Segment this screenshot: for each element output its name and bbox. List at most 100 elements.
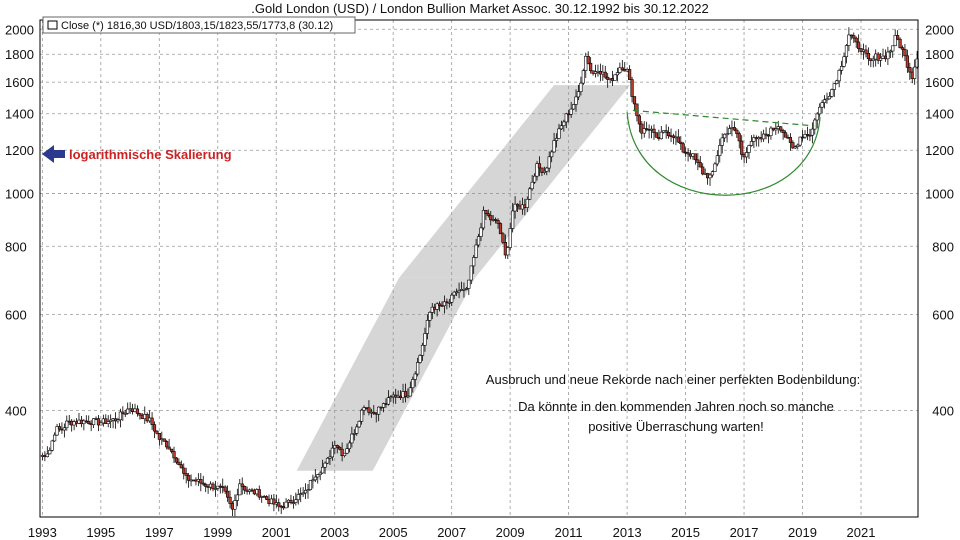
candle-body [328,456,332,459]
candle-body [437,303,442,306]
candlestick-series [40,27,919,517]
candle [481,206,486,231]
candle [211,481,215,492]
candle-body [813,119,817,130]
candle [803,130,807,139]
candle [905,49,909,73]
candle-body [891,45,895,52]
candle-body [462,289,466,291]
candle-body [311,479,315,482]
candle-body [284,501,288,509]
candle-body [360,409,364,422]
candle-body [847,34,851,46]
candle-body [442,301,447,307]
candle-body [913,66,917,79]
candle-body [469,265,473,281]
candle-body [301,492,305,495]
candle [172,446,176,464]
candle-body [525,198,529,208]
candle-body [713,163,717,172]
candle [659,125,663,140]
candle-body [109,419,113,422]
legend: Close (*) 1816,30 USD/1803,15/1823,55/17… [42,16,356,34]
candle [464,286,468,291]
candle-body [423,333,427,346]
candle [710,170,715,178]
legend-label: Close (*) 1816,30 USD/1803,15/1823,55/17… [61,20,333,32]
candle-body [430,306,434,313]
candle-body [842,56,846,67]
candle-body [589,62,593,72]
candle [457,282,461,299]
candle-body [145,414,149,422]
candle-body [737,133,741,142]
candle [199,473,203,492]
candle [243,485,247,495]
y-tick-label-right: 1800 [925,47,954,62]
candle [418,354,422,364]
candle [615,67,620,82]
candle-body [347,442,352,450]
candle-body [92,418,96,426]
candle-body [386,397,391,405]
candle-body [574,96,578,105]
candle-body [659,131,663,140]
candle [126,402,130,415]
candle-body [550,151,554,158]
y-tick-label-right: 1000 [925,186,954,201]
y-axis-left: 400 600 800 1000 1200 1400 1600 1800 2000 [5,22,34,418]
candle [233,494,237,517]
candle-body [306,489,310,492]
candle [718,138,722,163]
candle [150,412,154,430]
candle-body [498,223,503,235]
candle-body [425,320,429,334]
candle [696,153,700,171]
candle [296,489,300,505]
candle [82,419,86,431]
candle-body [864,49,868,54]
candle-body [579,82,583,92]
candle [545,166,549,176]
candle-body [240,483,244,487]
candle [308,480,313,491]
candle-body [294,499,298,503]
candle [345,443,349,455]
candle-body [338,446,342,450]
candle [632,96,637,112]
candle [618,62,622,75]
candle [727,124,732,135]
candle [423,327,427,352]
candle-body [408,387,412,397]
candle-body [613,74,617,81]
candle-body [559,125,564,130]
candle-body [182,467,186,474]
candle-body [167,446,171,450]
candle-body [135,408,140,414]
candle [900,45,905,58]
x-tick-label: 1995 [86,525,115,540]
candle [579,76,583,96]
candle [779,126,783,133]
candle-body [228,496,232,504]
candle [654,132,659,138]
annotation-line-3: positive Überraschung warten! [588,419,764,434]
candle-body [832,83,836,90]
candle [781,128,785,140]
candle-body [257,489,261,498]
candle-body [452,291,456,296]
candle-body [138,413,142,416]
cup-curve [626,112,821,196]
candle-body [725,133,729,136]
candle-body [791,142,795,149]
candle [360,408,364,425]
candle-body [126,408,130,414]
candle-body [545,167,549,172]
candle [557,123,561,139]
chart-title: .Gold London (USD) / London Bullion Mark… [251,1,708,16]
candle-body [486,213,490,216]
candle [808,128,812,142]
candle [723,133,727,142]
candle [413,371,417,387]
candle-body [179,464,183,469]
